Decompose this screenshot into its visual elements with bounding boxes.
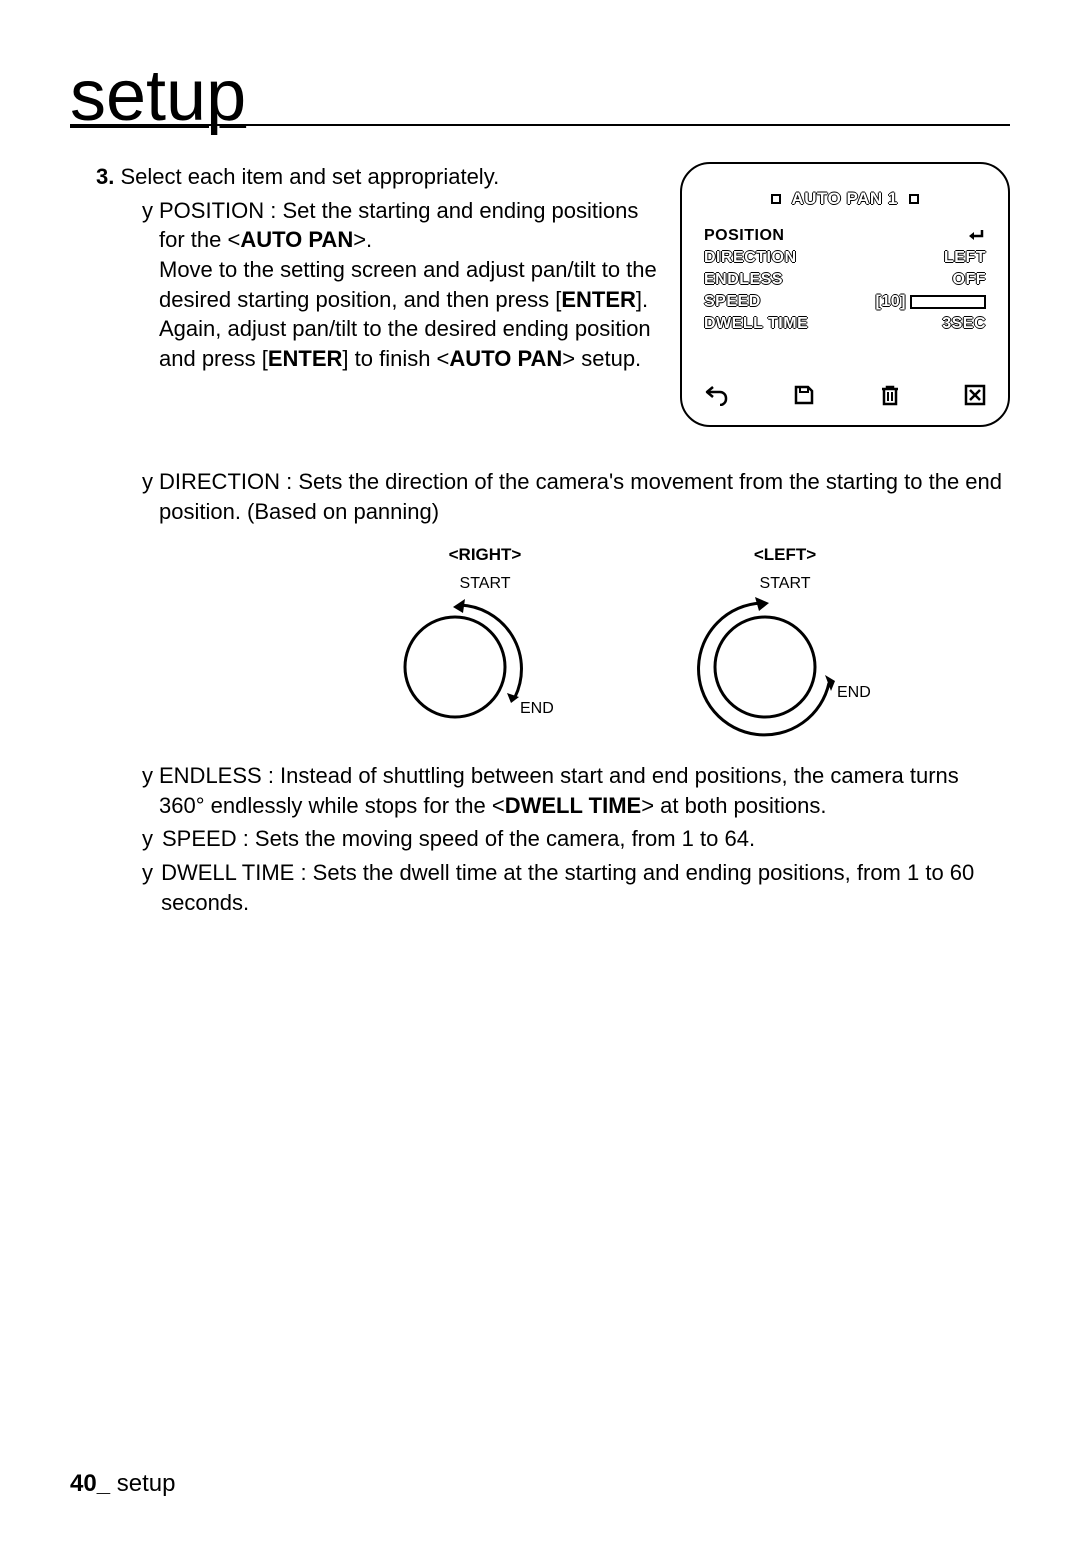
close-icon <box>964 384 986 406</box>
heading-block: setup <box>70 60 1010 132</box>
osd-speed-bar: [10] <box>876 291 986 313</box>
bullet-glyph: y <box>142 824 156 854</box>
osd-row-speed: SPEED [10] <box>704 291 986 313</box>
bullet-speed: y SPEED : Sets the moving speed of the c… <box>142 824 1010 854</box>
direction-diagrams: <RIGHT> START END <LEFT> START <box>260 544 1010 737</box>
osd-label-direction: DIRECTION <box>704 247 797 269</box>
step-intro-line: 3. Select each item and set appropriatel… <box>96 162 660 192</box>
osd-title-right-marker <box>909 194 919 204</box>
bullet-glyph: y <box>142 761 153 820</box>
page-number: 40 <box>70 1470 97 1497</box>
step-3-text: 3. Select each item and set appropriatel… <box>70 162 660 378</box>
osd-row-position: POSITION <box>704 225 986 247</box>
bullet-glyph: y <box>142 196 153 374</box>
endless-text: ENDLESS : Instead of shuttling between s… <box>159 761 1010 820</box>
pos-b2: ENTER <box>561 287 636 312</box>
osd-row-direction: DIRECTION LEFT <box>704 247 986 269</box>
pos-t3c: ] to finish < <box>342 346 449 371</box>
bullet-direction: y DIRECTION : Sets the direction of the … <box>142 467 1010 526</box>
osd-row-endless: ENDLESS OFF <box>704 269 986 291</box>
pos-t3e: > setup. <box>562 346 641 371</box>
osd-icon-row <box>704 383 986 407</box>
step-number: 3. <box>96 162 114 192</box>
osd-label-position: POSITION <box>704 225 784 247</box>
osd-label-dwell: DWELL TIME <box>704 313 808 335</box>
footer-label: setup <box>117 1470 176 1497</box>
pos-t1: POSITION : Set the starting and ending p… <box>159 198 638 253</box>
footer: 40_ setup <box>70 1470 175 1498</box>
bullet-glyph: y <box>142 858 155 917</box>
pos-t2c: ]. <box>636 287 648 312</box>
osd-label-endless: ENDLESS <box>704 269 783 291</box>
osd-title-text: AUTO PAN 1 <box>791 189 897 208</box>
footer-sep: _ <box>97 1470 117 1497</box>
endless-b: DWELL TIME <box>505 793 641 818</box>
direction-text: DIRECTION : Sets the direction of the ca… <box>159 467 1010 526</box>
pos-b4: AUTO PAN <box>449 346 562 371</box>
heading-rule <box>70 124 1010 126</box>
bullet-position: y POSITION : Set the starting and ending… <box>142 196 660 374</box>
diagram-right-end-label: END <box>520 700 554 717</box>
osd-title-left-marker <box>771 194 781 204</box>
osd-val-speed: [10] <box>876 291 906 313</box>
back-icon <box>704 384 730 406</box>
osd-row-dwell: DWELL TIME 3SEC <box>704 313 986 335</box>
osd-label-speed: SPEED <box>704 291 761 313</box>
position-text: POSITION : Set the starting and ending p… <box>159 196 660 374</box>
diagram-left-title: <LEFT> <box>655 544 915 567</box>
delete-icon <box>879 383 901 407</box>
dwell-text: DWELL TIME : Sets the dwell time at the … <box>161 858 1010 917</box>
diagram-left-start: START <box>655 573 915 595</box>
save-icon <box>793 384 815 406</box>
step-3-row: 3. Select each item and set appropriatel… <box>70 162 1010 427</box>
osd-val-direction: LEFT <box>944 247 986 269</box>
diagram-left: <LEFT> START END <box>655 544 915 737</box>
enter-icon <box>966 228 986 244</box>
osd-speed-track <box>910 295 986 309</box>
osd-panel: AUTO PAN 1 POSITION DIRECTION LEFT <box>680 162 1010 427</box>
osd-val-dwell: 3SEC <box>942 313 986 335</box>
position-bullet: y POSITION : Set the starting and ending… <box>96 196 660 374</box>
lower-bullets: y ENDLESS : Instead of shuttling between… <box>70 761 1010 917</box>
diagram-right-start: START <box>355 573 615 595</box>
endless-c: > at both positions. <box>641 793 826 818</box>
pos-b3: ENTER <box>268 346 343 371</box>
pos-b1: AUTO PAN <box>240 227 353 252</box>
bullet-glyph: y <box>142 467 153 526</box>
diagram-left-svg: END <box>675 597 895 737</box>
pos-t1c: >. <box>353 227 372 252</box>
page: setup 3. Select each item and set approp… <box>0 0 1080 1543</box>
osd-title: AUTO PAN 1 <box>704 188 986 211</box>
diagram-right-title: <RIGHT> <box>355 544 615 567</box>
diagram-right-svg: END <box>385 597 585 737</box>
body: 3. Select each item and set appropriatel… <box>70 162 1010 917</box>
osd-val-endless: OFF <box>953 269 987 291</box>
speed-text: SPEED : Sets the moving speed of the cam… <box>162 824 755 854</box>
step-intro: Select each item and set appropriately. <box>120 164 499 189</box>
bullet-endless: y ENDLESS : Instead of shuttling between… <box>142 761 1010 820</box>
direction-bullet: y DIRECTION : Sets the direction of the … <box>70 467 1010 526</box>
diagram-right: <RIGHT> START END <box>355 544 615 737</box>
diagram-left-end-label: END <box>837 684 871 701</box>
bullet-dwell: y DWELL TIME : Sets the dwell time at th… <box>142 858 1010 917</box>
